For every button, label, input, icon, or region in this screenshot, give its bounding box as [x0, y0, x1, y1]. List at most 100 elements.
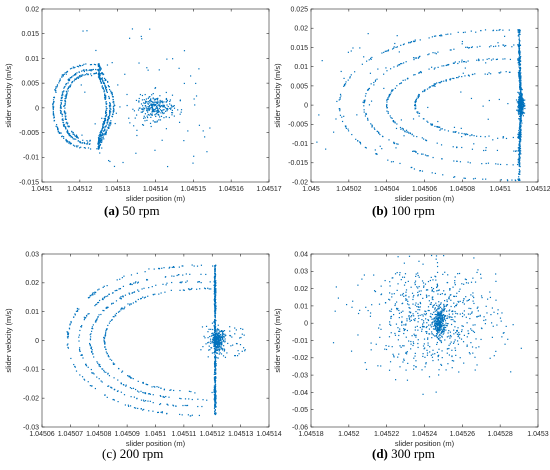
data-point: [85, 147, 86, 148]
data-point: [52, 106, 53, 107]
data-point: [93, 356, 94, 357]
data-point: [65, 128, 66, 129]
data-point: [451, 341, 452, 342]
data-point: [388, 49, 389, 50]
data-point: [468, 313, 469, 314]
y-tick-label: -0.05: [292, 407, 308, 414]
data-point: [365, 113, 366, 114]
data-point: [163, 101, 164, 102]
data-point: [426, 297, 427, 298]
data-point: [428, 155, 429, 156]
data-point: [148, 104, 149, 105]
data-point: [377, 68, 378, 69]
data-point: [113, 399, 114, 400]
data-point: [463, 326, 464, 327]
data-point: [440, 328, 441, 329]
data-point: [242, 351, 243, 352]
data-point: [77, 66, 78, 67]
data-point: [462, 302, 463, 303]
data-point: [456, 296, 457, 297]
data-point: [106, 108, 107, 109]
data-point: [113, 377, 114, 378]
data-point: [438, 335, 439, 336]
data-point: [236, 343, 237, 344]
data-point: [199, 125, 200, 126]
data-point: [420, 72, 421, 73]
data-point: [475, 369, 476, 370]
data-point: [421, 72, 422, 73]
data-point: [440, 307, 441, 308]
data-point: [420, 303, 421, 304]
data-point: [439, 82, 440, 83]
data-point: [412, 134, 413, 135]
data-point: [160, 412, 161, 413]
data-point: [520, 117, 521, 118]
data-point: [515, 180, 516, 181]
y-tick-label: -0.04: [292, 390, 308, 397]
data-point: [106, 89, 107, 90]
data-point: [151, 107, 152, 108]
data-point: [453, 296, 454, 297]
data-point: [436, 305, 437, 306]
data-point: [194, 104, 195, 105]
data-point: [443, 334, 444, 335]
data-point: [79, 72, 80, 73]
data-point: [77, 77, 78, 78]
data-point: [418, 275, 419, 276]
data-point: [370, 73, 371, 74]
data-point: [192, 264, 193, 265]
data-point: [402, 361, 403, 362]
data-point: [128, 405, 129, 406]
data-point: [214, 291, 215, 292]
data-point: [238, 353, 239, 354]
data-point: [455, 355, 456, 356]
data-point: [96, 320, 97, 321]
data-point: [116, 113, 117, 114]
data-point: [214, 381, 215, 382]
data-point: [114, 316, 115, 317]
data-point: [159, 105, 160, 106]
data-point: [371, 126, 372, 127]
data-point: [61, 113, 62, 114]
data-point: [209, 288, 210, 289]
data-point: [418, 294, 419, 295]
data-point: [166, 109, 167, 110]
data-point: [158, 119, 159, 120]
data-point: [519, 109, 520, 110]
data-point: [148, 101, 149, 102]
data-point: [442, 323, 443, 324]
data-point: [385, 67, 386, 68]
data-point: [486, 147, 487, 148]
data-point: [214, 348, 215, 349]
data-point: [425, 366, 426, 367]
data-point: [521, 106, 522, 107]
data-point: [519, 52, 520, 53]
data-point: [472, 278, 473, 279]
data-point: [521, 95, 522, 96]
data-point: [395, 88, 396, 89]
data-point: [497, 309, 498, 310]
data-point: [475, 32, 476, 33]
data-point: [507, 180, 508, 181]
data-point: [388, 113, 389, 114]
data-point: [394, 305, 395, 306]
data-point: [374, 127, 375, 128]
data-point: [82, 376, 83, 377]
data-point: [61, 76, 62, 77]
data-point: [437, 286, 438, 287]
data-point: [333, 132, 334, 133]
data-point: [471, 313, 472, 314]
data-point: [413, 334, 414, 335]
data-point: [183, 140, 184, 141]
data-point: [171, 114, 172, 115]
data-point: [459, 291, 460, 292]
data-point: [451, 355, 452, 356]
data-point: [467, 345, 468, 346]
data-point: [356, 114, 357, 115]
data-point: [234, 333, 235, 334]
data-point: [364, 274, 365, 275]
data-point: [53, 99, 54, 100]
data-point: [456, 77, 457, 78]
data-point: [203, 336, 204, 337]
data-point: [180, 398, 181, 399]
